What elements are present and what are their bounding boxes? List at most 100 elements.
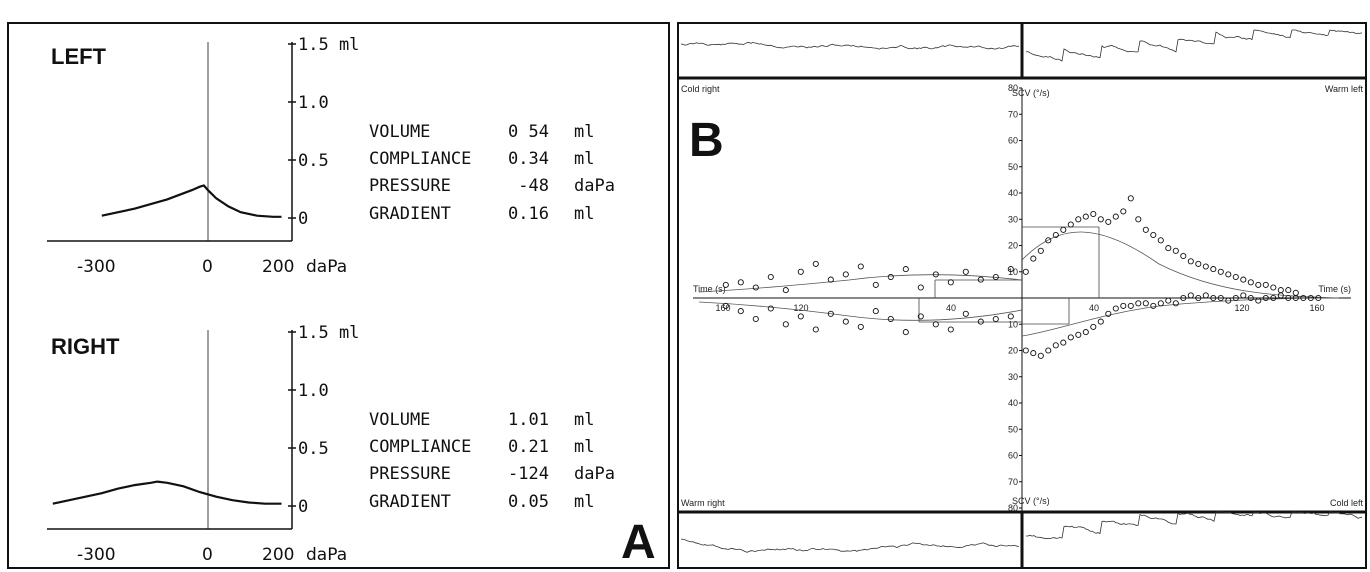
xtick-160-right: 160 <box>1309 303 1324 313</box>
scv-point <box>917 313 924 320</box>
left-value-gradient: 0.16 <box>508 204 549 224</box>
ytick-40-upper: 40 <box>1008 188 1018 198</box>
scv-canvas: Cold right Warm left Warm right Cold lef… <box>679 24 1365 567</box>
left-readout-table: VOLUME COMPLIANCE PRESSURE GRADIENT 0 54… <box>369 122 615 224</box>
scv-point <box>1105 218 1112 225</box>
scv-point <box>782 321 789 328</box>
left-ytick-4: 0 <box>298 209 308 229</box>
scv-point <box>1292 294 1299 302</box>
ytick-50-lower: 50 <box>1008 424 1018 434</box>
scv-point <box>977 318 984 325</box>
nystagmus-trace-top-right <box>1025 29 1363 62</box>
scv-point <box>1202 263 1209 270</box>
left-unit-pressure: daPa <box>574 176 615 196</box>
right-value-compliance: 0.21 <box>508 437 549 457</box>
xtick-40-left: 40 <box>946 303 956 313</box>
scv-point <box>752 284 759 291</box>
scv-point <box>1112 305 1119 312</box>
left-label-volume: VOLUME <box>369 122 430 142</box>
scv-point <box>947 326 954 333</box>
right-label-pressure: PRESSURE <box>369 464 451 484</box>
scv-point <box>1255 297 1262 304</box>
scv-point <box>857 323 864 330</box>
right-value-pressure: -124 <box>508 464 549 484</box>
right-xtick-1: -300 <box>77 545 116 565</box>
x-label-right: Time (s) <box>1318 284 1351 294</box>
scv-point <box>887 315 894 323</box>
scv-point <box>797 313 804 320</box>
scv-point <box>1277 292 1284 299</box>
scv-point <box>1112 213 1119 220</box>
ytick-80-lower: 80 <box>1008 503 1018 513</box>
scv-point <box>737 279 744 286</box>
scv-point <box>1255 281 1262 288</box>
scv-point <box>797 268 804 275</box>
scv-point <box>1300 294 1307 302</box>
scv-point <box>1060 339 1067 346</box>
scv-point <box>842 318 849 325</box>
panel-b-scv-plot: Cold right Warm left Warm right Cold lef… <box>677 22 1367 569</box>
scv-point <box>962 268 969 275</box>
left-ytick-3: 0.5 <box>298 151 329 171</box>
scv-point <box>1120 302 1127 309</box>
scv-point <box>1150 302 1157 309</box>
left-value-compliance: 0.34 <box>508 149 549 169</box>
scv-point <box>1292 289 1299 296</box>
scv-point <box>1262 294 1269 302</box>
y-label-top: SCV (°/s) <box>1012 88 1050 98</box>
scv-y-ticks: 80 80 70 70 60 60 50 50 40 40 30 30 20 20 10 10 <box>1008 83 1022 513</box>
scv-point <box>1315 294 1322 302</box>
ytick-60-lower: 60 <box>1008 451 1018 461</box>
scv-point <box>1037 352 1044 359</box>
scv-point <box>1037 247 1044 254</box>
ytick-40-lower: 40 <box>1008 398 1018 408</box>
scv-point <box>842 271 849 278</box>
fit-curve-cold-left <box>1021 297 1340 337</box>
scv-point <box>767 273 774 281</box>
right-unit-pressure: daPa <box>574 464 615 484</box>
scv-point <box>1187 292 1194 299</box>
scv-point <box>1030 255 1037 262</box>
scv-point <box>827 310 834 317</box>
scv-point <box>1240 292 1247 299</box>
xtick-160-left: 160 <box>715 303 730 313</box>
ytick-10-upper: 10 <box>1008 267 1018 277</box>
right-label-volume: VOLUME <box>369 410 430 430</box>
scv-point <box>962 310 969 317</box>
scv-point <box>947 279 954 286</box>
right-tympanogram: RIGHT 1.5 ml 1.0 0.5 0 -300 0 200 daPa <box>47 323 359 565</box>
right-value-volume: 1.01 <box>508 410 549 430</box>
left-xtick-1: -300 <box>77 257 116 277</box>
ytick-80-upper: 80 <box>1008 83 1018 93</box>
nystagmus-trace-bottom-right <box>1026 511 1363 540</box>
ytick-20-upper: 20 <box>1008 241 1018 251</box>
right-label-gradient: GRADIENT <box>369 492 451 512</box>
scv-point <box>1225 271 1232 278</box>
scv-point <box>1022 347 1029 354</box>
scv-point <box>1157 237 1164 244</box>
scv-point <box>722 281 729 288</box>
xtick-120-right: 120 <box>1234 303 1249 313</box>
label-warm-right: Warm right <box>681 498 725 508</box>
left-xtick-2: 0 <box>202 257 213 277</box>
tympanogram-canvas: LEFT 1.5 ml 1.0 0.5 0 -300 0 200 daPa VO… <box>47 35 656 567</box>
xtick-120-left: 120 <box>793 303 808 313</box>
scv-point <box>992 315 999 323</box>
right-unit-compliance: ml <box>574 437 594 457</box>
scv-point <box>1067 334 1074 341</box>
scv-point <box>1285 294 1292 302</box>
right-xtick-3: 200 <box>262 545 294 565</box>
scv-point <box>827 276 834 283</box>
scv-point <box>1210 294 1217 302</box>
fit-curve-warm-right <box>698 301 1023 321</box>
scv-point <box>1135 300 1142 307</box>
y-label-bottom: SCV (°/s) <box>1012 496 1050 506</box>
right-ytick-3: 0.5 <box>298 439 329 459</box>
panel-a-tympanogram: LEFT 1.5 ml 1.0 0.5 0 -300 0 200 daPa VO… <box>7 22 670 569</box>
right-unit-gradient: ml <box>574 492 594 512</box>
scv-point <box>1210 266 1217 273</box>
scv-point <box>1142 226 1149 233</box>
ytick-10-lower: 10 <box>1008 319 1018 329</box>
ytick-30-upper: 30 <box>1008 214 1018 224</box>
scv-point <box>1052 231 1059 239</box>
